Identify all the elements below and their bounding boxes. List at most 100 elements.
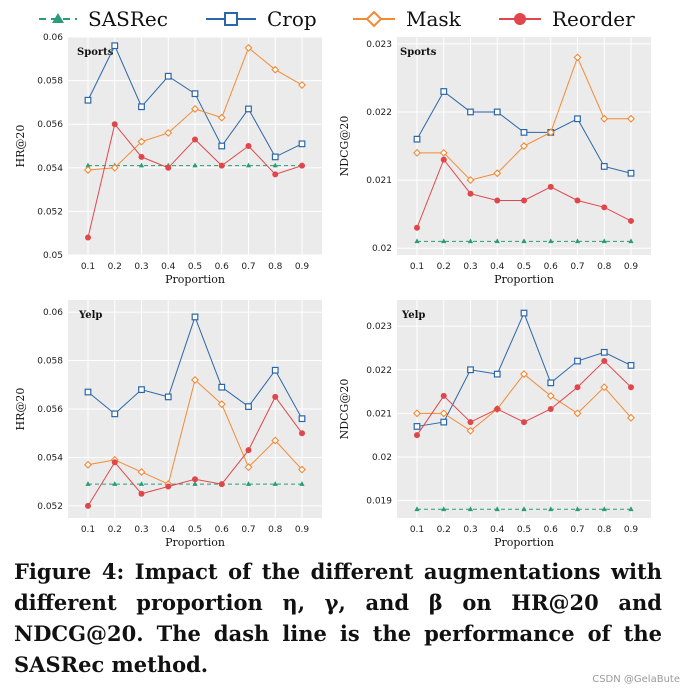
data-point-crop [271,366,279,374]
data-point-reorder [628,217,634,224]
y-tick-label: 0.023 [366,322,392,332]
y-tick-label: 0.022 [366,108,392,118]
chart-panel-1: 0.05 0.052 0.054 0.056 0.058 0.06 0.1 0.2 0.3 0.4… [14,33,322,286]
x-tick-label: 0.5 [188,262,202,272]
data-point-reorder [218,481,225,488]
data-point-sasrec [628,238,634,244]
data-point-crop [600,348,608,356]
legend-label-crop: Crop [267,7,317,31]
data-point-crop [111,410,119,418]
data-point-reorder [218,162,225,169]
data-point-reorder [440,156,447,163]
x-tick-label: 0.3 [463,262,477,272]
data-point-crop [440,88,448,95]
data-point-crop [245,105,252,113]
data-point-reorder [299,162,305,169]
data-point-mask [493,169,502,178]
x-axis-label: Proportion [165,273,225,286]
x-tick-label: 0.1 [410,262,424,272]
data-point-crop [271,153,279,161]
data-point-reorder [601,204,608,211]
data-point-sasrec [272,481,278,486]
data-point-reorder [192,476,198,483]
data-point-crop [191,313,199,321]
data-point-sasrec [628,506,634,512]
y-tick-label: 0.056 [37,405,63,415]
data-point-mask [137,137,146,146]
y-tick-label: 0.022 [366,366,392,376]
x-axis-label: Proportion [165,536,225,549]
data-point-mask [84,166,92,174]
data-point-sasrec [85,481,91,486]
series-crop [84,313,306,423]
data-point-reorder [467,190,474,197]
data-point-crop [600,163,608,170]
data-point-sasrec [299,481,305,486]
y-tick-label: 0.021 [366,176,392,186]
x-tick-label: 0.3 [134,262,148,272]
data-point-reorder [574,197,581,204]
data-point-mask [573,53,582,62]
x-tick-label: 0.9 [295,262,310,272]
legend-swatch-crop [206,12,256,26]
data-point-mask [217,113,226,122]
x-axis-label: Proportion [494,536,554,549]
series-crop [84,42,306,161]
data-point-crop [520,128,528,136]
data-point-sasrec [85,162,91,168]
x-tick-label: 0.2 [108,262,122,272]
data-point-crop [520,309,528,317]
data-point-reorder [547,183,554,190]
data-point-crop [138,386,145,394]
x-tick-label: 0.5 [517,262,531,272]
data-point-crop [84,96,92,104]
legend-item-mask: Mask [352,4,461,34]
y-tick-label: 0.02 [372,453,392,463]
legend-label-reorder: Reorder [552,7,635,31]
data-point-crop [467,108,474,116]
data-point-reorder [440,392,447,399]
data-point-mask [244,463,253,472]
x-tick-label: 0.1 [410,525,424,535]
x-tick-label: 0.7 [241,525,255,535]
x-tick-label: 0.8 [597,525,612,535]
data-point-sasrec [414,506,420,512]
x-tick-label: 0.3 [463,525,477,535]
y-tick-label: 0.06 [43,33,63,43]
x-tick-label: 0.8 [268,525,283,535]
x-tick-label: 0.8 [597,262,612,272]
chart-panel-3: 0.052 0.054 0.056 0.058 0.06 0.1 0.2 0.3 0.4 0.5 0… [14,300,322,549]
x-tick-label: 0.4 [161,525,176,535]
figure-charts: 0.05 0.052 0.054 0.056 0.058 0.06 0.1 0.2 0.3 0.4… [14,33,651,549]
data-point-mask [466,426,475,435]
data-point-crop [547,379,555,387]
data-point-crop [627,362,635,369]
data-point-mask [271,436,280,445]
data-point-crop [111,42,119,50]
y-axis-label: NDCG@20 [338,116,351,177]
chart-title: Yelp [401,310,425,321]
x-tick-label: 0.9 [624,262,639,272]
data-point-reorder [272,393,279,400]
x-tick-label: 0.6 [215,262,230,272]
data-point-mask [298,465,306,474]
data-point-sasrec [494,238,500,244]
watermark: CSDN @GelaBute [592,674,680,685]
x-tick-label: 0.4 [161,262,176,272]
x-tick-label: 0.7 [241,262,255,272]
legend-label-mask: Mask [406,7,461,31]
data-point-mask [520,370,528,379]
data-point-mask [413,148,421,157]
chart-panel-4: 0.019 0.02 0.021 0.022 0.023 0.1 0.2 0.3 0.4 0.5 0… [338,300,651,549]
data-point-reorder [414,224,420,231]
data-point-reorder [628,384,634,391]
x-tick-label: 0.6 [544,262,559,272]
data-point-mask [600,383,609,392]
legend-label-sasrec: SASRec [88,7,168,31]
data-point-crop [574,115,581,123]
data-point-sasrec [548,506,554,512]
y-tick-label: 0.019 [366,497,392,507]
data-point-reorder [192,136,198,143]
data-point-crop [245,403,252,410]
data-point-crop [138,103,145,111]
